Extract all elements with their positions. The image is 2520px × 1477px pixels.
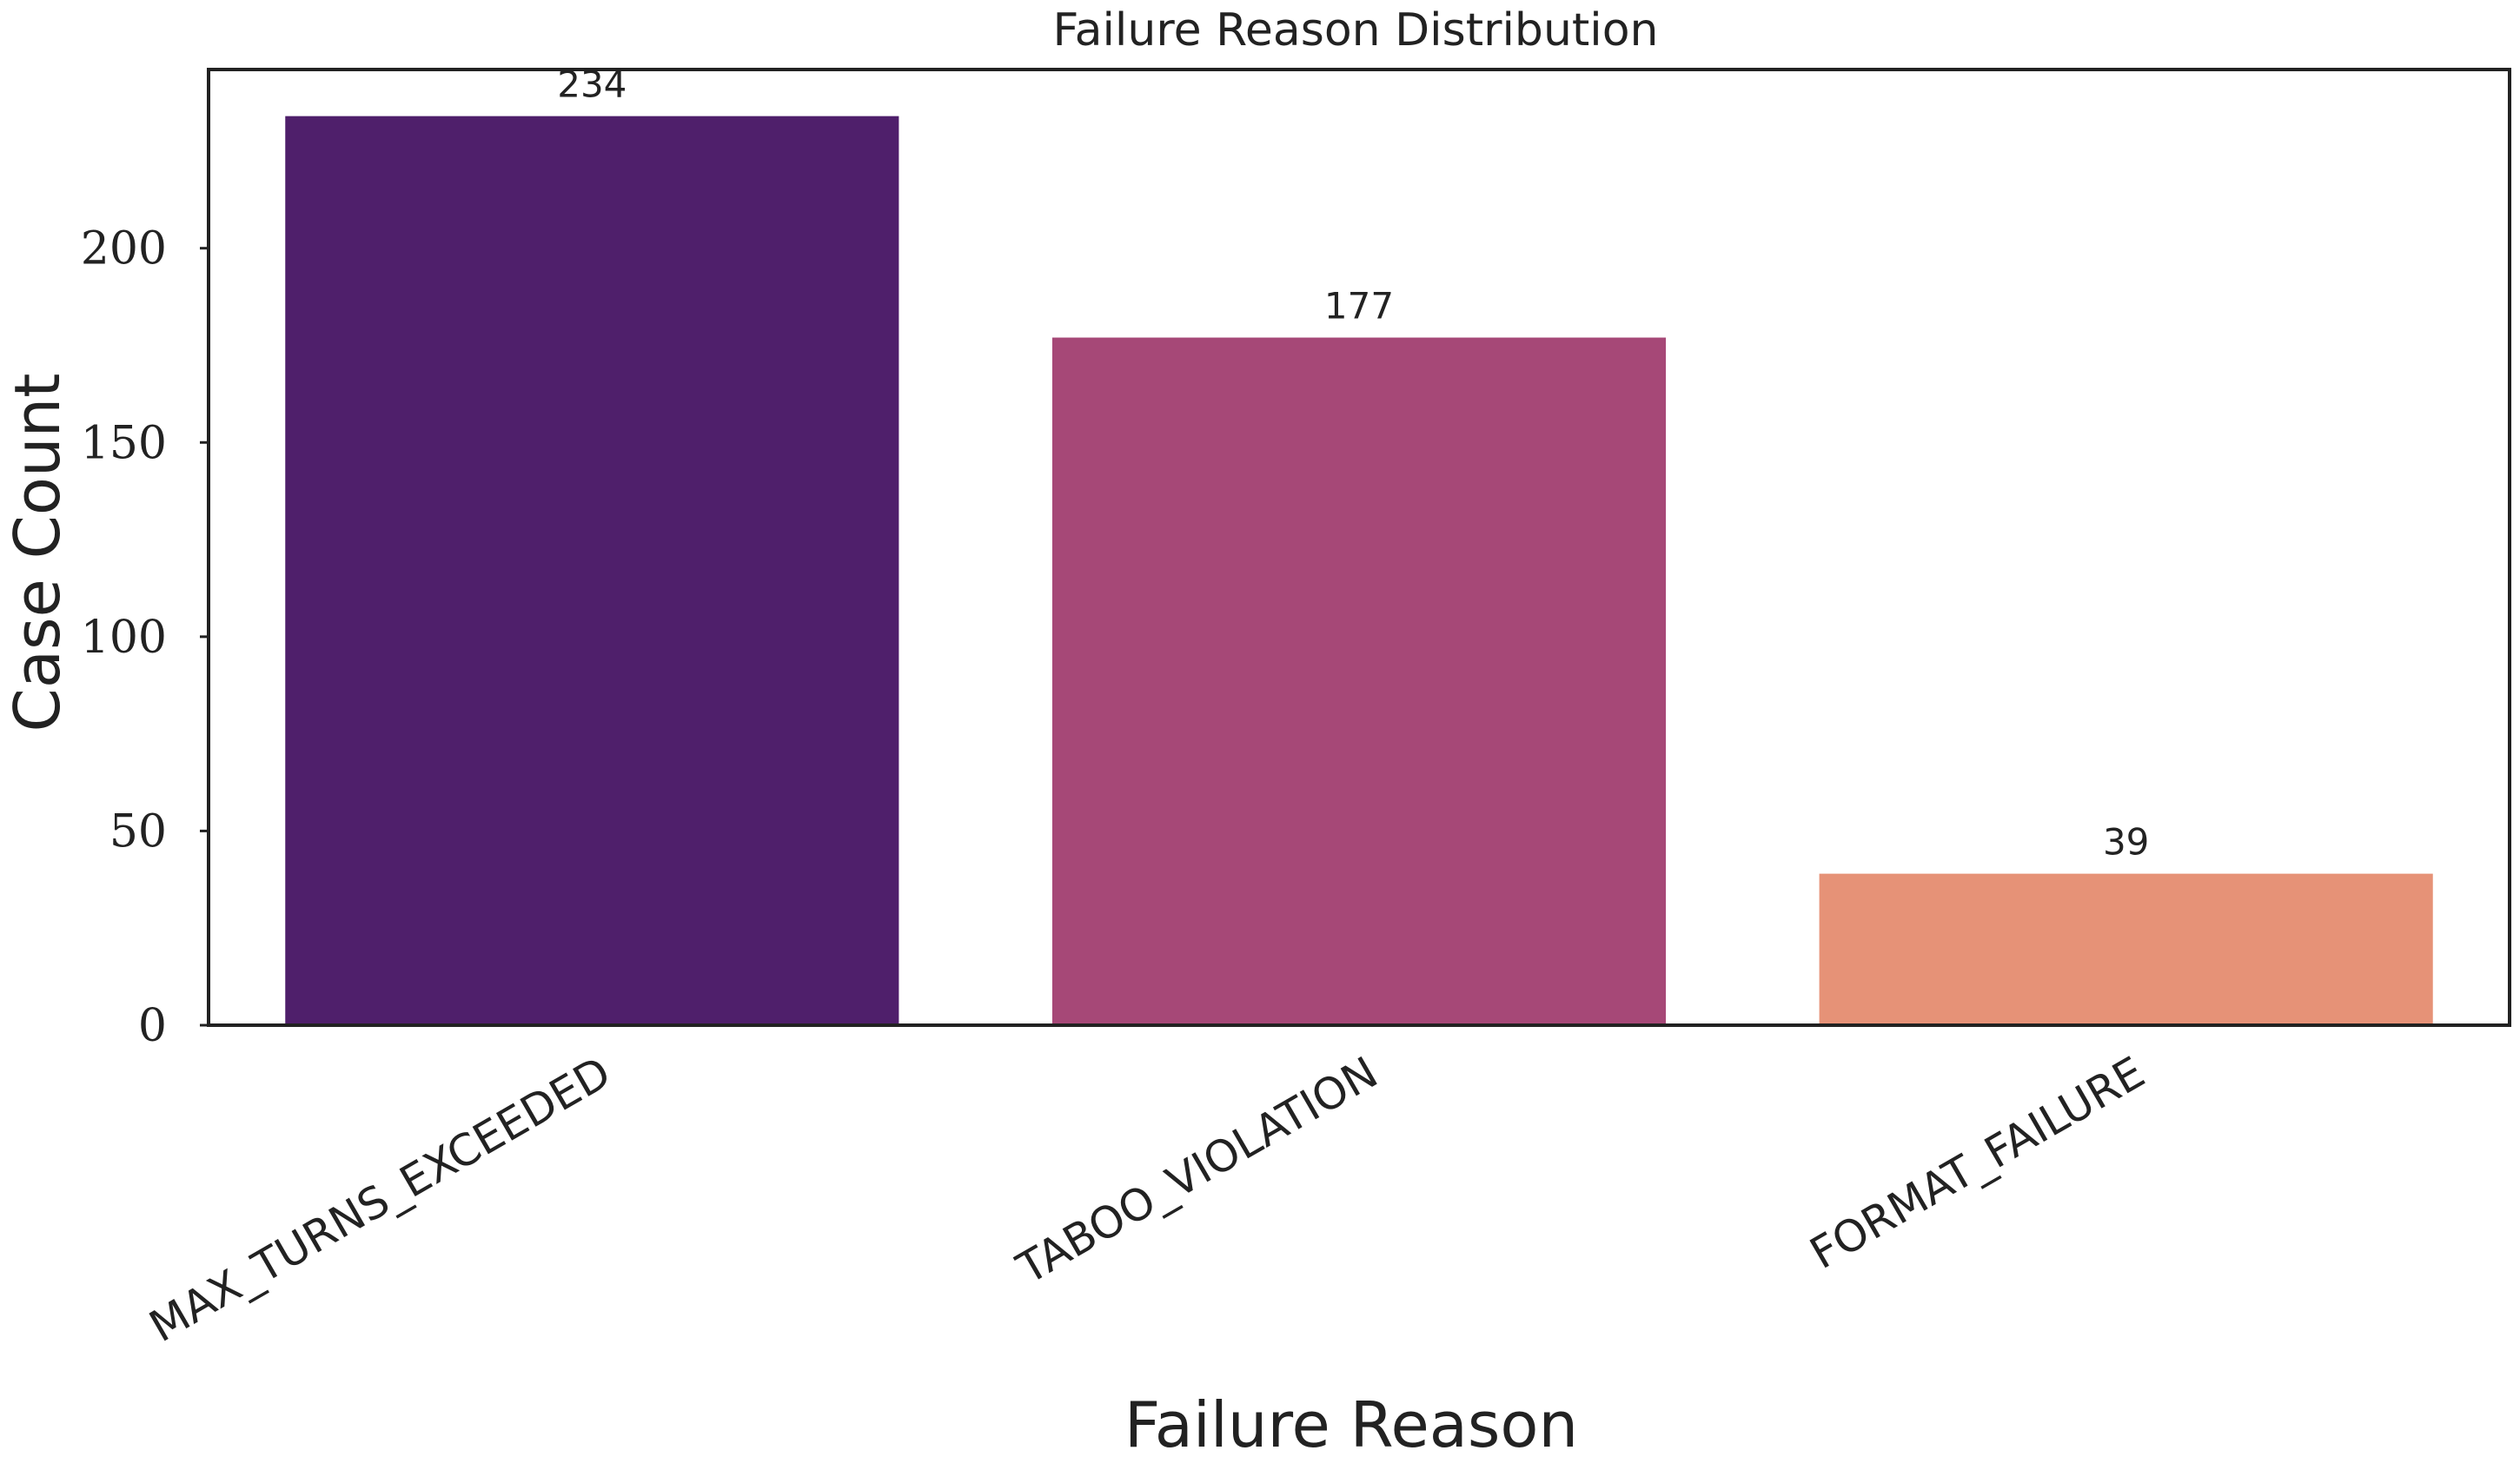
bar-max-turns-exceeded: [285, 116, 899, 1025]
chart-title: Failure Reason Distribution: [1052, 4, 1658, 56]
y-axis-label: Case Count: [1, 374, 74, 732]
plot-frame: [207, 68, 2511, 1027]
y-axis-ticks: 0 50 100 150 200: [81, 223, 209, 1052]
x-tick-label: MAX_TURNS_EXCEEDED: [141, 1047, 619, 1352]
data-label: 177: [1324, 285, 1394, 328]
y-tick-label: 100: [81, 612, 167, 664]
x-axis-ticks: MAX_TURNS_EXCEEDED TABOO_VIOLATION FORMAT_…: [141, 1047, 2152, 1352]
data-label: 39: [2103, 821, 2149, 864]
y-tick-label: 50: [109, 805, 167, 858]
x-tick-label: TABOO_VIOLATION: [1008, 1047, 1386, 1295]
bar-taboo-violation: [1051, 337, 1667, 1025]
y-tick-label: 200: [81, 223, 167, 275]
bars-group: [285, 116, 2433, 1025]
bar-format-failure: [1819, 873, 2433, 1025]
x-tick-label: FORMAT_FAILURE: [1801, 1047, 2152, 1279]
y-tick-label: 0: [138, 1000, 167, 1052]
x-axis-label: Failure Reason: [1124, 1388, 1578, 1461]
y-tick-label: 150: [81, 417, 167, 469]
